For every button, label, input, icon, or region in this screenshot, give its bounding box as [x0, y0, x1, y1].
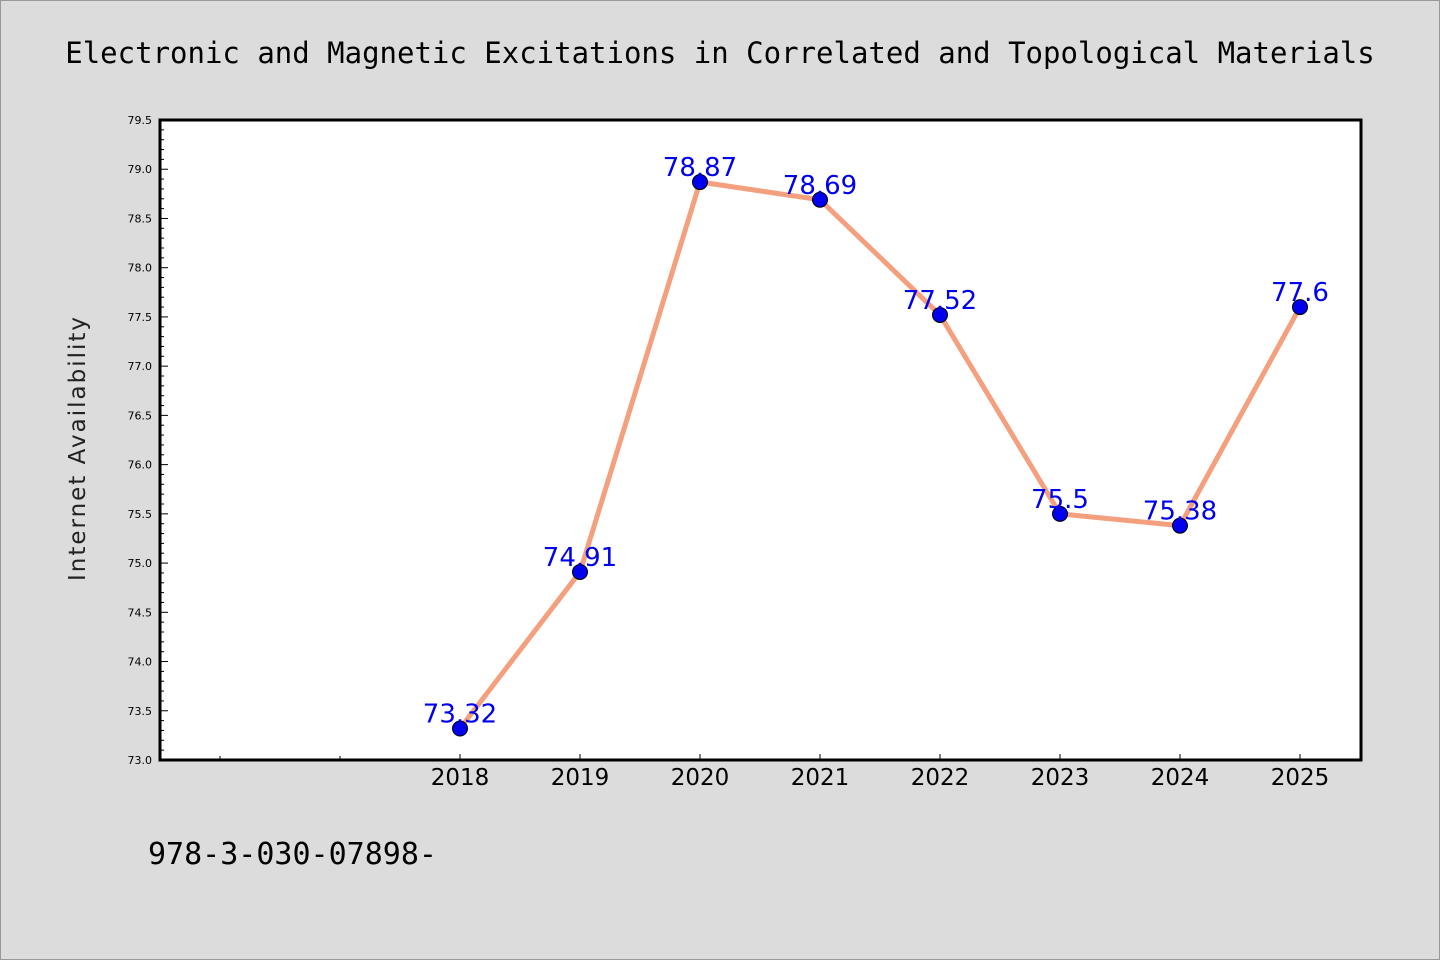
data-point-marker [452, 720, 468, 737]
data-point-marker [572, 563, 588, 580]
x-axis: 2018 2019 2020 2021 2022 2023 2024 2025 [219, 754, 1330, 791]
data-point-marker [692, 174, 708, 191]
data-label: 74.91 [543, 543, 617, 573]
x-tick-label: 2025 [1271, 765, 1330, 791]
y-tick-label: 74.0 [128, 656, 153, 669]
data-markers [452, 174, 1308, 737]
x-tick-label: 2020 [671, 765, 730, 791]
y-tick-label: 76.0 [128, 459, 153, 472]
plot-border [158, 118, 1363, 762]
data-labels: 73.32 74.91 78.87 78.69 77.52 75.5 75.38 77.6 [423, 153, 1329, 729]
y-tick-label: 73.0 [128, 754, 153, 767]
data-point-marker [1292, 299, 1308, 316]
y-tick-label: 77.5 [128, 311, 153, 324]
y-tick-label: 76.5 [128, 409, 153, 422]
x-tick-label: 2024 [1151, 765, 1210, 791]
y-tick-label: 75.5 [128, 508, 153, 521]
data-label: 77.52 [903, 286, 977, 316]
x-tick-label: 2023 [1031, 765, 1090, 791]
data-label: 75.38 [1143, 497, 1217, 527]
data-label: 78.87 [663, 153, 737, 183]
y-tick-label: 79.0 [128, 163, 153, 176]
x-tick-label: 2018 [431, 765, 490, 791]
y-tick-label: 79.5 [128, 114, 153, 127]
y-tick-label: 78.0 [128, 262, 153, 275]
data-label: 77.6 [1271, 278, 1329, 308]
y-tick-label: 78.5 [128, 212, 153, 225]
y-tick-label: 73.5 [128, 705, 153, 718]
isbn-footer: 978-3-030-07898- [148, 837, 437, 872]
chart-title: Electronic and Magnetic Excitations in C… [65, 36, 1374, 70]
data-label: 75.5 [1031, 485, 1089, 515]
y-axis: 73.0 73.5 74.0 74.5 75.0 75.5 76.0 76.5 77.0 77.5… [128, 114, 168, 767]
data-point-marker [1052, 505, 1068, 522]
data-label: 78.69 [783, 171, 857, 201]
x-tick-label: 2021 [791, 765, 850, 791]
series-line-group [457, 179, 1303, 731]
y-tick-label: 74.5 [128, 606, 153, 619]
x-tick-label: 2019 [551, 765, 610, 791]
plot-area [160, 120, 1361, 760]
x-tick-label: 2022 [911, 765, 970, 791]
y-tick-label: 75.0 [128, 557, 153, 570]
series-line [457, 179, 1303, 731]
y-tick-label: 77.0 [128, 360, 153, 373]
data-point-marker [812, 191, 828, 208]
data-point-marker [932, 306, 948, 323]
data-point-marker [1172, 517, 1188, 534]
y-axis-label: Internet Availability [65, 315, 91, 581]
data-label: 73.32 [423, 699, 497, 729]
